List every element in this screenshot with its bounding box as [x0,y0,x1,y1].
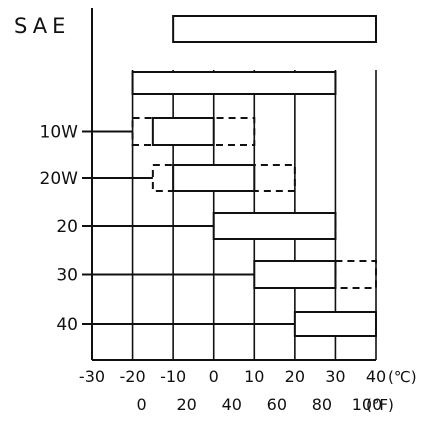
celsius-tick-label: 0 [209,367,219,386]
solid-range-bar [293,311,378,337]
solid-range-bar [131,71,337,95]
solid-range-bar [151,117,215,146]
solid-range-bar [212,212,337,240]
chart-title: SAE [14,14,70,38]
grade-label: 20 [56,217,78,237]
solid-range-bar [172,164,256,192]
fahrenheit-tick-label: 80 [312,395,332,414]
celsius-tick-label: -20 [120,367,146,386]
fahrenheit-tick-label: 60 [267,395,287,414]
range-bars [131,15,378,337]
fahrenheit-tick-label: 40 [222,395,242,414]
celsius-tick-label: -10 [160,367,186,386]
fahrenheit-tick-label: 0 [136,395,146,414]
grade-labels: 10W 20W 20 30 40 [40,123,295,335]
grade-label: 40 [56,315,78,335]
fahrenheit-tick-label: 20 [176,395,196,414]
celsius-tick-label: -30 [79,367,105,386]
celsius-tick-label: 20 [285,367,305,386]
celsius-tick-label: 10 [244,367,264,386]
celsius-tick-label: 40 [366,367,386,386]
axes-frame [91,8,376,361]
dashed-range-bar [334,260,377,289]
solid-range-bar [253,260,337,289]
grade-label: 30 [56,266,78,286]
celsius-unit-label: (℃) [388,368,417,386]
fahrenheit-unit-label: (°F) [366,396,394,414]
fahrenheit-tick-label: 100 [352,395,383,414]
grade-label: 10W [40,123,79,143]
solid-range-bar [172,15,377,43]
celsius-tick-label: 30 [325,367,345,386]
tick-labels: -30 -20 -10 0 10 20 30 40 (℃)0 20 40 60 80 100(°F) [79,367,417,414]
grade-label: 20W [40,169,79,189]
